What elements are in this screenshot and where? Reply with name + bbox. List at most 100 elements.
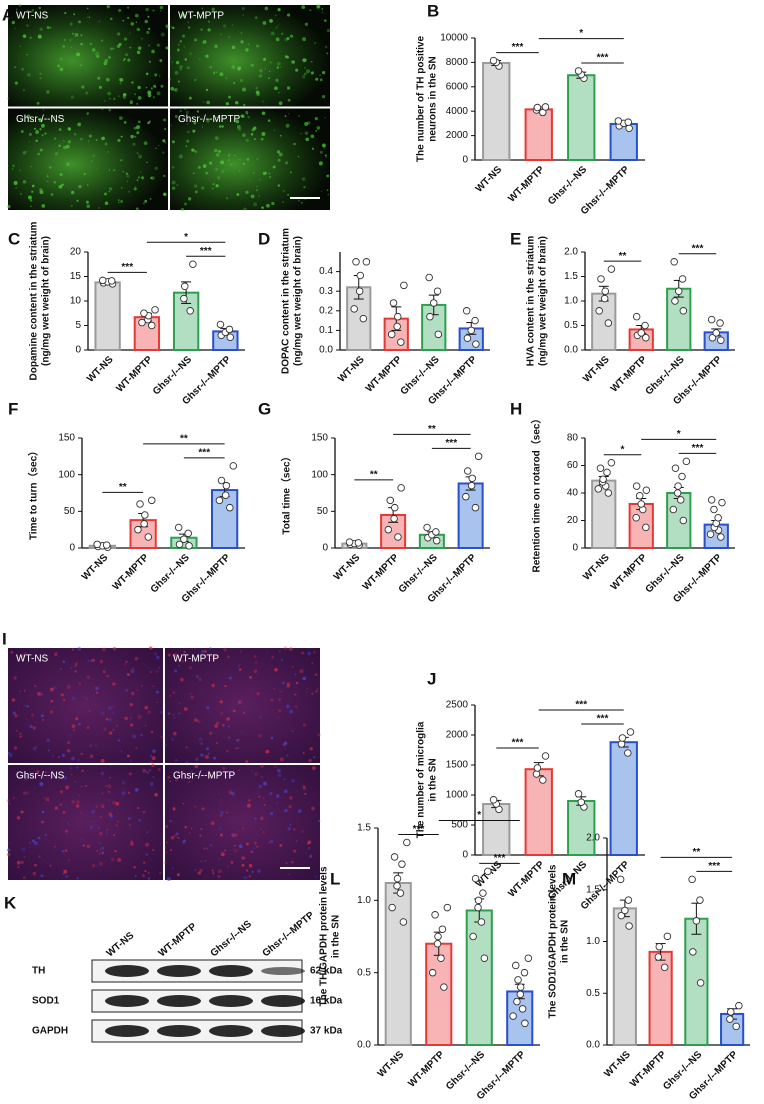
speckle	[282, 189, 285, 193]
speckle	[72, 728, 75, 731]
speckle	[253, 138, 256, 141]
speckle	[262, 830, 266, 834]
speckle	[81, 85, 85, 89]
speckle	[124, 716, 129, 721]
speckle	[7, 97, 10, 100]
speckle	[115, 824, 118, 827]
speckle	[152, 96, 156, 99]
speckle	[248, 875, 251, 878]
speckle	[15, 729, 18, 733]
speckle	[253, 126, 257, 130]
data-point	[624, 118, 633, 126]
speckle	[211, 683, 215, 688]
speckle	[88, 744, 93, 748]
speckle	[62, 872, 65, 875]
speckle	[29, 199, 33, 202]
speckle	[86, 113, 88, 115]
y-tick-label: 0.5	[564, 320, 578, 331]
speckle	[98, 207, 100, 209]
speckle	[264, 171, 268, 175]
y-tick-label: 50	[317, 506, 329, 517]
significance-label: ***	[692, 443, 704, 454]
speckle	[45, 797, 50, 802]
speckle	[58, 184, 63, 189]
y-tick-label: 5	[75, 320, 81, 331]
speckle	[112, 800, 116, 805]
speckle	[186, 65, 190, 70]
speckle	[200, 860, 203, 863]
speckle	[30, 205, 32, 208]
speckle	[240, 699, 243, 701]
speckle	[194, 78, 197, 82]
speckle	[302, 751, 305, 754]
speckle	[269, 70, 271, 73]
speckle	[113, 833, 116, 837]
speckle	[125, 660, 128, 663]
speckle	[151, 49, 155, 54]
y-tick-label: 2000	[446, 730, 469, 741]
speckle	[54, 846, 56, 848]
speckle	[301, 201, 303, 204]
speckle	[122, 170, 125, 173]
blot-band	[261, 995, 305, 1007]
speckle	[188, 780, 191, 784]
speckle	[34, 11, 37, 14]
speckle	[258, 74, 263, 78]
data-point	[597, 275, 605, 283]
speckle	[134, 93, 136, 95]
speckle	[29, 724, 33, 729]
significance-label: ***	[121, 262, 133, 273]
speckle	[108, 187, 113, 191]
speckle	[152, 775, 155, 779]
speckle	[268, 77, 270, 80]
speckle	[46, 738, 51, 743]
x-tick-label: WT-NS	[336, 354, 367, 385]
significance-label: *	[621, 444, 625, 455]
speckle	[189, 693, 192, 696]
speckle	[237, 830, 240, 833]
speckle	[153, 84, 156, 88]
speckle	[294, 673, 297, 676]
data-point	[390, 514, 398, 523]
speckle	[318, 161, 323, 166]
speckle	[33, 684, 37, 688]
speckle	[199, 737, 203, 741]
speckle	[129, 702, 133, 707]
x-tick-label: WT-NS	[332, 552, 363, 583]
data-point	[524, 954, 533, 962]
data-point	[604, 319, 613, 327]
data-point	[186, 307, 194, 315]
speckle	[314, 673, 318, 677]
speckle	[71, 648, 75, 651]
speckle	[127, 58, 131, 62]
speckle	[241, 856, 245, 860]
speckle	[327, 193, 329, 196]
y-tick-label: 1.5	[357, 823, 371, 834]
speckle	[68, 859, 70, 861]
speckle	[319, 78, 323, 82]
y-tick-label: 1000	[446, 790, 469, 801]
speckle	[23, 689, 26, 692]
x-tick-label: Ghsr-/--NS	[149, 552, 192, 595]
speckle	[26, 114, 31, 119]
speckle	[193, 805, 196, 808]
speckle	[285, 862, 288, 864]
speckle	[24, 777, 28, 781]
speckle	[173, 89, 176, 92]
speckle	[31, 184, 35, 188]
speckle	[151, 763, 155, 768]
y-tick-label: 80	[567, 433, 579, 444]
y-axis-label: Total time（sec）	[280, 451, 293, 534]
speckle	[20, 192, 23, 196]
speckle	[208, 774, 212, 778]
speckle	[148, 27, 151, 30]
significance-label: **	[428, 424, 436, 435]
speckle	[63, 139, 65, 142]
image-label: Ghsr-/--MPTP	[173, 771, 236, 782]
data-point	[467, 481, 476, 490]
speckle	[313, 756, 316, 759]
speckle	[142, 810, 146, 814]
speckle	[39, 77, 42, 80]
x-tick-label: WT-NS	[581, 552, 612, 583]
speckle	[174, 115, 178, 119]
